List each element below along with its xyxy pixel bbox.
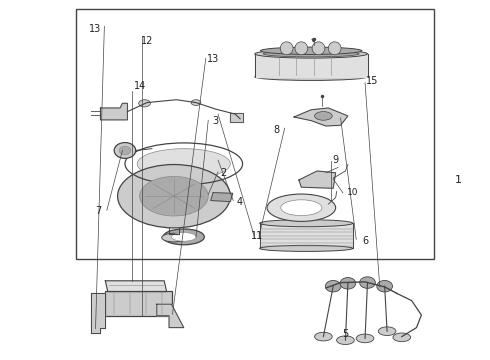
Ellipse shape (261, 47, 362, 54)
Polygon shape (100, 103, 127, 120)
Text: 3: 3 (213, 116, 219, 126)
Text: 4: 4 (237, 197, 243, 207)
Ellipse shape (263, 51, 359, 57)
Ellipse shape (328, 42, 341, 55)
Ellipse shape (191, 100, 201, 105)
Text: 1: 1 (455, 175, 462, 185)
Polygon shape (260, 223, 353, 248)
FancyBboxPatch shape (105, 291, 172, 316)
Ellipse shape (139, 100, 150, 107)
Text: 12: 12 (141, 36, 153, 46)
Polygon shape (255, 54, 368, 77)
Text: 2: 2 (220, 168, 226, 178)
Ellipse shape (255, 50, 368, 58)
Text: 9: 9 (333, 155, 339, 165)
Ellipse shape (280, 42, 293, 55)
Ellipse shape (172, 233, 196, 241)
Ellipse shape (260, 246, 353, 251)
Ellipse shape (260, 220, 353, 227)
Ellipse shape (315, 112, 332, 120)
Polygon shape (299, 171, 336, 188)
Polygon shape (211, 193, 233, 202)
Ellipse shape (281, 200, 322, 216)
Ellipse shape (377, 280, 392, 292)
Text: 5: 5 (343, 329, 348, 339)
Polygon shape (294, 108, 348, 126)
Ellipse shape (114, 143, 136, 158)
Ellipse shape (378, 327, 396, 336)
Ellipse shape (393, 333, 411, 342)
Text: 15: 15 (366, 76, 379, 86)
Polygon shape (105, 281, 167, 292)
Text: 13: 13 (89, 24, 102, 34)
Polygon shape (91, 293, 105, 333)
Ellipse shape (118, 165, 230, 228)
FancyBboxPatch shape (76, 9, 434, 259)
Ellipse shape (340, 278, 356, 289)
Ellipse shape (295, 42, 308, 55)
Ellipse shape (267, 194, 336, 221)
Text: 7: 7 (95, 206, 101, 216)
Ellipse shape (162, 233, 186, 242)
Ellipse shape (119, 146, 131, 155)
Ellipse shape (325, 280, 341, 292)
Ellipse shape (255, 73, 368, 80)
Text: 11: 11 (251, 231, 264, 241)
Text: 14: 14 (133, 81, 146, 91)
Ellipse shape (337, 336, 354, 345)
Text: 6: 6 (362, 236, 368, 246)
Ellipse shape (360, 277, 375, 288)
Ellipse shape (163, 229, 204, 245)
Polygon shape (157, 304, 184, 328)
Text: 10: 10 (347, 188, 359, 197)
Text: 8: 8 (274, 125, 280, 135)
Ellipse shape (356, 334, 374, 343)
Text: 13: 13 (207, 54, 220, 64)
Ellipse shape (315, 332, 332, 341)
Polygon shape (230, 113, 243, 122)
Ellipse shape (312, 42, 325, 55)
Ellipse shape (137, 149, 230, 179)
Ellipse shape (140, 176, 208, 216)
